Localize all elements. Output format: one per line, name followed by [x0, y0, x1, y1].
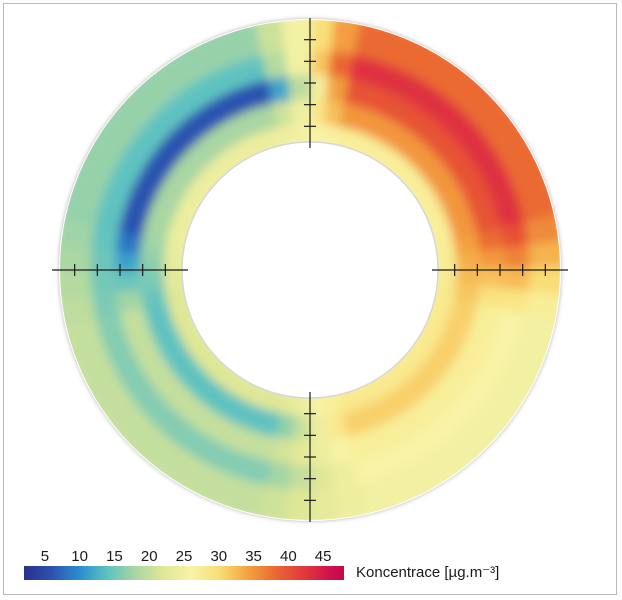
figure-frame: 5 10 15 20 25 30 35 40 45 Koncentrace [µg.m⁻³] — [3, 3, 617, 595]
colorbar-tick-labels: 5 10 15 20 25 30 35 40 45 — [41, 548, 332, 565]
colorbar-tick-label: 30 — [210, 548, 227, 565]
colorbar — [24, 566, 344, 580]
colorbar-unit-label: Koncentrace [µg.m⁻³] — [356, 564, 499, 581]
colorbar-tick-label: 15 — [106, 548, 123, 565]
heatmap-ring — [60, 20, 560, 520]
crosshair-axes — [52, 18, 568, 522]
colorbar-tick-label: 35 — [245, 548, 262, 565]
ring-inner-edge — [181, 141, 439, 399]
colorbar-tick-label: 5 — [41, 548, 49, 565]
heatmap-cell — [528, 240, 560, 273]
colorbar-tick-label: 45 — [315, 548, 332, 565]
heatmap-cell — [307, 488, 340, 520]
heatmap-cell — [280, 20, 313, 52]
colorbar-tick-label: 20 — [141, 548, 158, 565]
colorbar-tick-label: 40 — [280, 548, 297, 565]
concentration-ring-chart: 5 10 15 20 25 30 35 40 45 Koncentrace [µg.m⁻³] — [24, 18, 568, 581]
colorbar-tick-label: 10 — [71, 548, 88, 565]
colorbar-legend: 5 10 15 20 25 30 35 40 45 Koncentrace [µg.m⁻³] — [24, 548, 499, 581]
heatmap-cell — [60, 267, 92, 300]
colorbar-tick-label: 25 — [176, 548, 193, 565]
